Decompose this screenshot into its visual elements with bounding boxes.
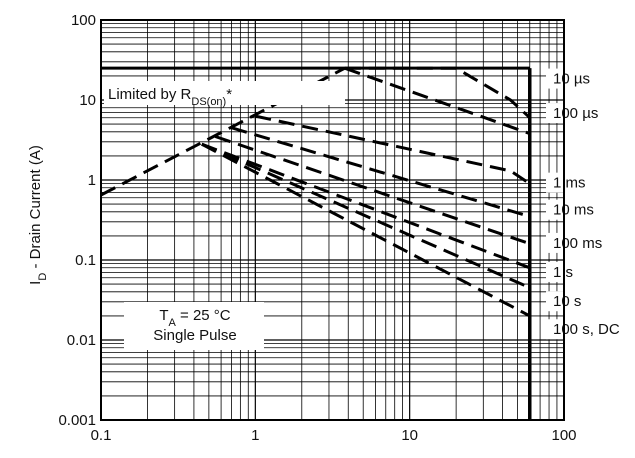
pulse-label-bg bbox=[546, 232, 635, 253]
plot-frame bbox=[100, 19, 565, 421]
pulse-duration-label: 1 ms bbox=[553, 175, 586, 192]
x-tick-label: 1 bbox=[251, 427, 259, 444]
curve-1-ms bbox=[254, 114, 531, 185]
pulse-curves bbox=[100, 66, 531, 318]
pulse-label-bg bbox=[546, 261, 635, 282]
curve-100-s bbox=[344, 66, 531, 136]
pulse-label-bg bbox=[546, 68, 635, 89]
pulse-label-bg bbox=[546, 199, 635, 220]
x-tick-label: 10 bbox=[401, 427, 418, 444]
soa-limit-lines bbox=[101, 66, 532, 420]
y-tick-label: 10 bbox=[79, 92, 96, 109]
pulse-label-bg bbox=[546, 319, 635, 340]
x-tick-label: 100 bbox=[551, 427, 576, 444]
major-grid bbox=[100, 19, 565, 421]
pulse-duration-label: 100 µs bbox=[553, 105, 598, 122]
y-tick-label: 1 bbox=[88, 172, 96, 189]
pulse-label-bg bbox=[546, 103, 635, 124]
curve-100-s-dc bbox=[201, 142, 531, 318]
curve-10-ms bbox=[230, 126, 531, 218]
pulse-duration-label: 10 µs bbox=[553, 71, 590, 88]
conditions-box bbox=[124, 302, 264, 350]
curve-100-ms bbox=[214, 135, 531, 246]
y-axis-label: ID - Drain Current (A) bbox=[27, 145, 49, 285]
minor-grid bbox=[101, 20, 564, 420]
temperature-label: TA = 25 °C bbox=[159, 307, 230, 329]
axis-tick-labels: 0.1 1 10 100 100 10 1 0.1 0.01 0.001 bbox=[58, 12, 576, 444]
y-tick-label: 100 bbox=[71, 12, 96, 29]
single-pulse-label: Single Pulse bbox=[153, 327, 236, 344]
pulse-duration-label: 10 s bbox=[553, 293, 581, 310]
pulse-duration-label: 100 s, DC bbox=[553, 321, 620, 338]
pulse-label-bg bbox=[546, 172, 635, 193]
curve-10-s bbox=[201, 142, 531, 290]
y-tick-label: 0.1 bbox=[75, 252, 96, 269]
y-tick-label: 0.001 bbox=[58, 412, 96, 429]
x-tick-label: 0.1 bbox=[91, 427, 112, 444]
y-tick-label: 0.01 bbox=[67, 332, 96, 349]
curve-1-s bbox=[201, 142, 531, 270]
pulse-duration-label: 10 ms bbox=[553, 202, 594, 219]
pulse-label-bg bbox=[546, 291, 635, 312]
curve-10-s bbox=[344, 66, 531, 119]
pulse-duration-label: 100 ms bbox=[553, 235, 602, 252]
limited-by-label-bg bbox=[104, 81, 345, 105]
limited-by-label: Limited by RDS(on)* bbox=[108, 86, 232, 108]
